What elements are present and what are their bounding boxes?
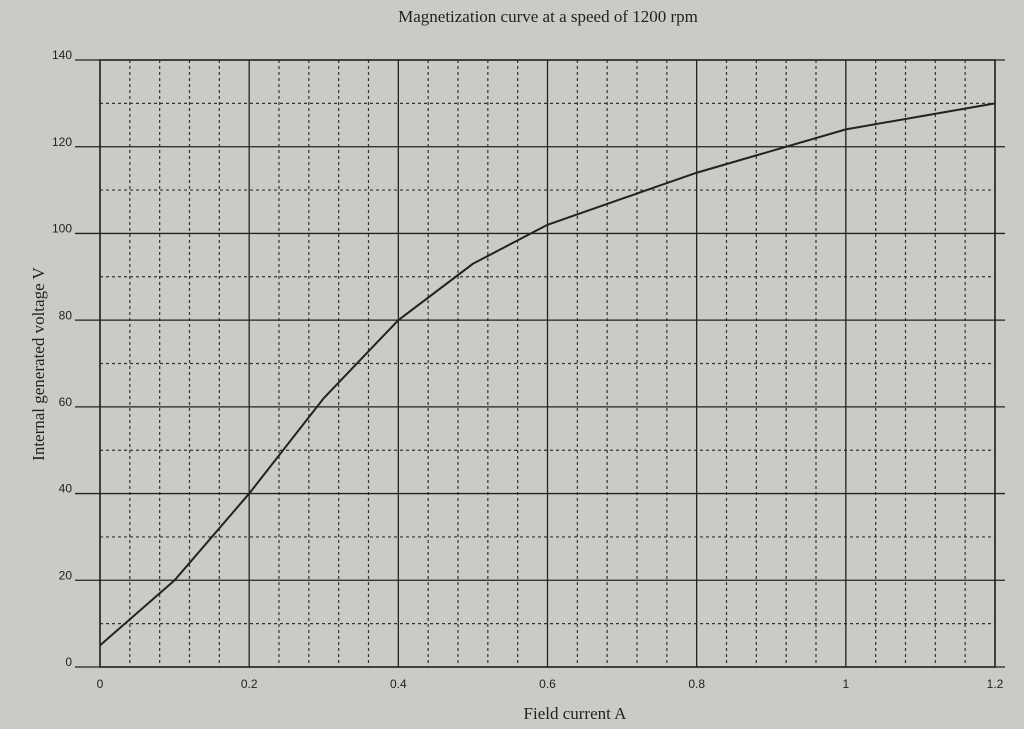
y-tick-label: 100 xyxy=(52,222,72,236)
x-tick-label: 0.4 xyxy=(390,677,407,691)
data-line xyxy=(99,102,996,647)
y-tick-label: 0 xyxy=(65,655,72,669)
y-tick-label: 80 xyxy=(59,308,73,322)
y-tick-label: 120 xyxy=(52,135,72,149)
y-tick-label: 40 xyxy=(59,482,73,496)
x-tick-label: 0.6 xyxy=(539,677,556,691)
y-tick-label: 20 xyxy=(59,568,73,582)
y-tick-label: 140 xyxy=(52,48,72,62)
x-tick-label: 0 xyxy=(97,677,104,691)
chart-title: Magnetization curve at a speed of 1200 r… xyxy=(398,7,698,26)
x-tick-label: 1 xyxy=(842,677,849,691)
x-tick-label: 0.2 xyxy=(241,677,258,691)
plot-frame xyxy=(99,59,996,668)
x-tick-label: 0.8 xyxy=(688,677,705,691)
y-tick-label: 60 xyxy=(59,395,73,409)
x-axis-label: Field current A xyxy=(524,704,628,723)
y-axis-label: Internal generated voltage V xyxy=(29,266,48,460)
x-tick-label: 1.2 xyxy=(987,677,1004,691)
